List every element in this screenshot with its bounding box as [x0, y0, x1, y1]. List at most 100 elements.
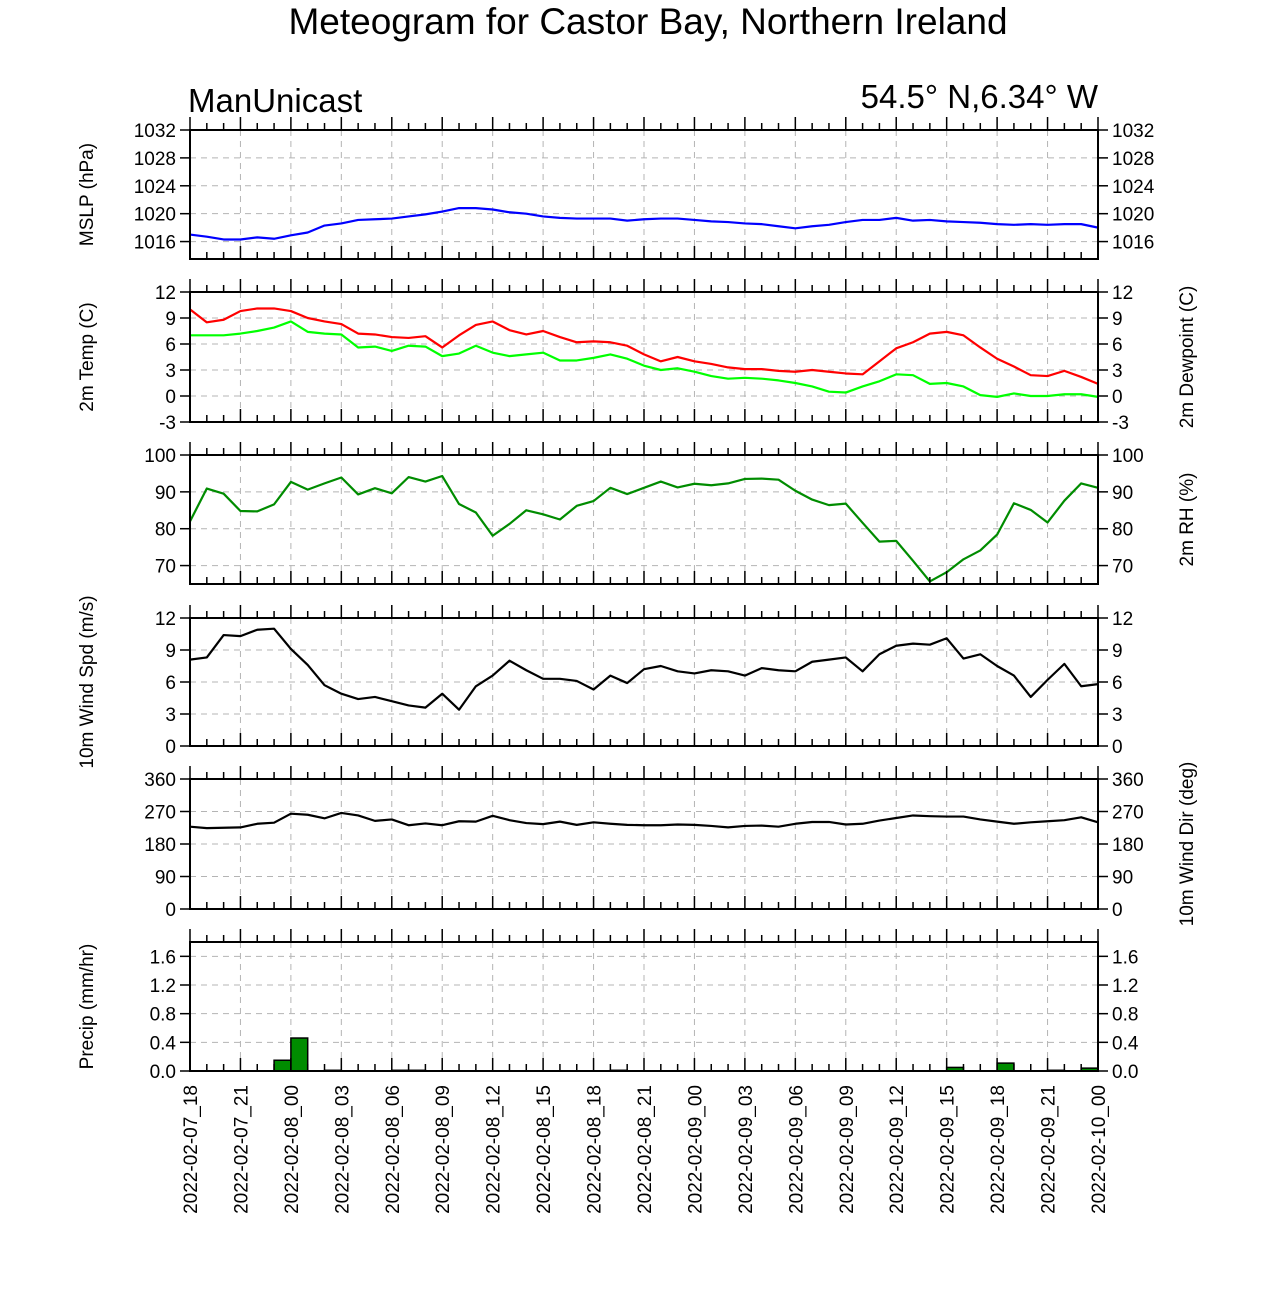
y-tick-label-left: 12: [155, 609, 176, 630]
x-tick-label: 2022-02-09_09: [837, 1085, 858, 1214]
y-tick-label-right: 1024: [1112, 177, 1155, 198]
y-tick-label-right: 1.6: [1112, 947, 1138, 968]
y-axis-title-left: Precip (mm/hr): [77, 944, 98, 1070]
y-tick-label-right: 6: [1112, 673, 1123, 694]
y-tick-label-right: 6: [1112, 335, 1123, 356]
y-tick-label-right: 0: [1112, 387, 1123, 408]
y-tick-label-right: 90: [1112, 483, 1133, 504]
y-tick-label-right: 90: [1112, 868, 1133, 889]
x-tick-label: 2022-02-09_18: [988, 1085, 1009, 1214]
x-tick-label: 2022-02-08_00: [282, 1085, 303, 1214]
chart-title: Meteogram for Castor Bay, Northern Irela…: [288, 1, 1007, 42]
y-tick-label-left: 1.2: [150, 976, 176, 997]
y-tick-label-left: 0: [165, 737, 176, 758]
series-line-1: [189, 206, 1099, 241]
series-line-1: [189, 811, 1099, 830]
y-tick-label-left: 1016: [134, 233, 176, 254]
y-axis-title-left: 2m Temp (C): [77, 302, 98, 411]
y-tick-label-right: 3: [1112, 705, 1123, 726]
x-tick-label: 2022-02-08_12: [484, 1085, 505, 1214]
y-tick-label-left: 1032: [134, 121, 176, 142]
panel-2: -3 -3 0 0 3 3 6 6 9 9 12 12 2m Temp (C) 2m Dewpoint (…: [77, 279, 1198, 434]
y-tick-label-right: 180: [1112, 835, 1144, 856]
panels: 1016 1016 1020 1020 1024 1024 1028 1028 1032 1032…: [77, 117, 1198, 1083]
panel-frame: [189, 941, 1099, 1072]
y-axis-title-right: 10m Wind Dir (deg): [1177, 762, 1198, 927]
x-tick-label: 2022-02-08_09: [433, 1085, 454, 1214]
y-tick-label-left: 6: [165, 335, 176, 356]
x-tick-label: 2022-02-07_18: [181, 1085, 202, 1214]
y-tick-label-right: 70: [1112, 557, 1133, 578]
y-axis-title-left: 10m Wind Spd (m/s): [77, 595, 98, 768]
x-tick-label: 2022-02-09_03: [736, 1085, 757, 1214]
x-tick-label: 2022-02-09_00: [685, 1085, 706, 1214]
series-line-1: [189, 307, 1099, 385]
y-tick-label-right: 3: [1112, 361, 1123, 382]
x-tick-label: 2022-02-08_15: [534, 1085, 555, 1214]
x-tick-label: 2022-02-08_21: [635, 1085, 656, 1214]
panel-4: 0 0 3 3 6 6 9 9 12 12 10m Wind Spd (m/s): [77, 595, 1133, 768]
x-tick-label: 2022-02-10_00: [1089, 1085, 1110, 1214]
y-tick-label-right: 360: [1112, 770, 1144, 791]
y-tick-label-left: 360: [144, 770, 176, 791]
y-tick-label-left: 70: [155, 557, 176, 578]
y-tick-label-right: 0: [1112, 900, 1123, 921]
y-tick-label-left: 1024: [134, 177, 177, 198]
y-tick-label-left: 270: [144, 803, 176, 824]
precip-bar: [273, 1059, 292, 1072]
y-tick-label-right: 9: [1112, 309, 1123, 330]
precip-bar: [996, 1062, 1015, 1072]
x-tick-label: 2022-02-09_21: [1039, 1085, 1060, 1214]
x-tick-label: 2022-02-09_06: [786, 1085, 807, 1214]
y-tick-label-right: 0.8: [1112, 1005, 1138, 1026]
series-line-2: [190, 320, 1099, 398]
y-tick-label-left: 3: [165, 361, 176, 382]
panel-3: 70 70 80 80 90 90 100 100 2m RH (%): [144, 442, 1198, 585]
y-axis-title-left: MSLP (hPa): [77, 143, 98, 246]
y-tick-label-right: 12: [1112, 283, 1133, 304]
y-tick-label-right: 9: [1112, 641, 1123, 662]
y-tick-label-right: 12: [1112, 609, 1133, 630]
model-label: ManUnicast: [188, 82, 362, 119]
y-tick-label-left: 80: [155, 520, 176, 541]
y-tick-label-left: 6: [165, 673, 176, 694]
x-tick-label: 2022-02-08_03: [332, 1085, 353, 1214]
y-tick-label-left: 9: [165, 641, 176, 662]
precip-bar: [290, 1037, 309, 1072]
y-axis-title-right: 2m Dewpoint (C): [1177, 286, 1198, 429]
y-axis-title-right: 2m RH (%): [1177, 473, 1198, 567]
y-tick-label-right: -3: [1112, 413, 1129, 434]
x-tick-label: 2022-02-08_18: [585, 1085, 606, 1214]
y-tick-label-right: 1028: [1112, 149, 1154, 170]
panel-5: 0 0 90 90 180 180 270 270 360 360 10m Wind Dir (de…: [144, 762, 1198, 927]
series-line-1: [189, 627, 1099, 711]
y-tick-label-left: 90: [155, 483, 176, 504]
y-tick-label-left: 1020: [134, 205, 176, 226]
y-tick-label-right: 80: [1112, 520, 1133, 541]
y-tick-label-right: 0.0: [1112, 1062, 1138, 1083]
y-tick-label-right: 0: [1112, 737, 1123, 758]
y-tick-label-left: 90: [155, 868, 176, 889]
y-tick-label-left: 1.6: [150, 947, 176, 968]
y-tick-label-left: 0: [165, 387, 176, 408]
y-tick-label-left: 12: [155, 283, 176, 304]
y-tick-label-left: 1028: [134, 149, 176, 170]
y-tick-label-left: 3: [165, 705, 176, 726]
panel-frame: [189, 129, 1099, 260]
y-tick-label-left: -3: [159, 413, 176, 434]
y-tick-label-left: 0.4: [150, 1033, 177, 1054]
x-tick-label: 2022-02-08_06: [383, 1085, 404, 1214]
y-tick-label-right: 0.4: [1112, 1033, 1139, 1054]
y-tick-label-left: 0.0: [150, 1062, 176, 1083]
y-tick-label-right: 1016: [1112, 233, 1154, 254]
y-tick-label-right: 100: [1112, 446, 1144, 467]
y-tick-label-left: 9: [165, 309, 176, 330]
x-axis-labels: 2022-02-07_18 2022-02-07_21 2022-02-08_00 2…: [181, 1085, 1110, 1214]
x-tick-label: 2022-02-09_12: [887, 1085, 908, 1214]
y-tick-label-left: 180: [144, 835, 176, 856]
panel-frame: [189, 454, 1099, 585]
panel-1: 1016 1016 1020 1020 1024 1024 1028 1028 1032 1032…: [77, 117, 1155, 260]
panel-6: 0.0 0.0 0.4 0.4 0.8 0.8 1.2 1.2 1.6 1.6 Precip (mm…: [77, 929, 1139, 1083]
x-tick-label: 2022-02-09_15: [938, 1085, 959, 1214]
